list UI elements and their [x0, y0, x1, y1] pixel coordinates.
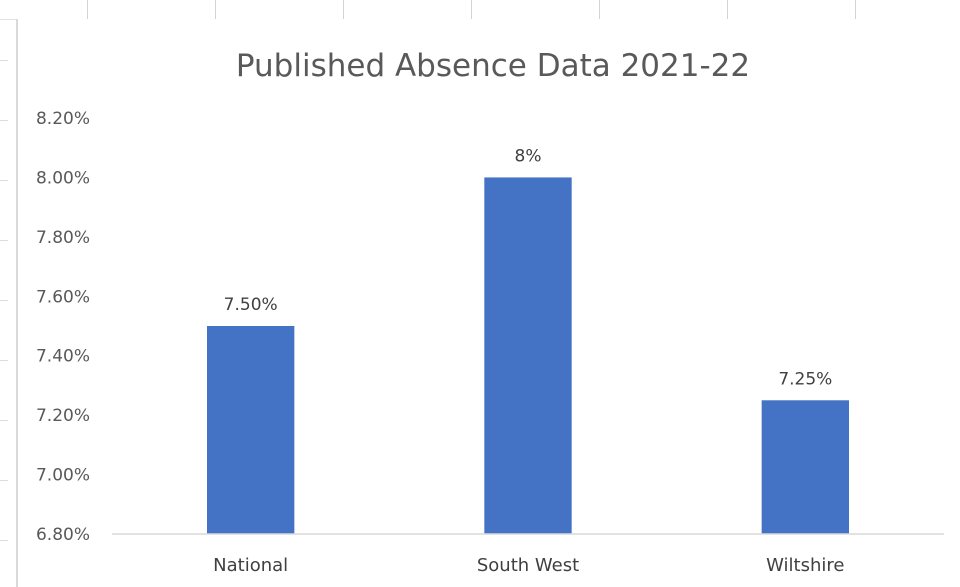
- column-divider: [343, 0, 344, 19]
- y-axis: 6.80% 7.00% 7.20% 7.40% 7.60% 7.80% 8.00% 8.20%: [36, 109, 90, 545]
- column-divider: [215, 0, 216, 19]
- x-tick-label: South West: [477, 555, 579, 576]
- x-tick-label: Wiltshire: [766, 555, 844, 576]
- x-tick-label: National: [213, 555, 288, 576]
- y-tick-label: 7.40%: [36, 347, 90, 367]
- bars: 7.50% 8% 7.25%: [206, 146, 850, 534]
- chart-title: Published Absence Data 2021-22: [236, 48, 750, 84]
- column-divider: [599, 0, 600, 19]
- y-tick-label: 7.80%: [36, 228, 90, 248]
- column-divider: [87, 0, 88, 19]
- row-divider: [0, 480, 8, 481]
- bar: [761, 400, 850, 534]
- row-divider: [0, 420, 8, 421]
- column-divider: [471, 0, 472, 19]
- row-divider: [0, 360, 8, 361]
- y-tick-label: 7.20%: [36, 406, 90, 426]
- bar: [484, 177, 572, 534]
- x-axis: National South West Wiltshire: [112, 533, 944, 576]
- y-tick-label: 6.80%: [36, 525, 90, 545]
- y-tick-label: 8.00%: [36, 168, 90, 188]
- row-divider: [0, 120, 8, 121]
- data-label: 8%: [515, 146, 542, 166]
- y-tick-label: 7.00%: [36, 466, 90, 486]
- row-divider: [0, 300, 8, 301]
- column-divider: [855, 0, 856, 19]
- data-label: 7.25%: [778, 369, 832, 389]
- row-divider: [0, 60, 8, 61]
- column-divider: [727, 0, 728, 19]
- data-label: 7.50%: [224, 295, 278, 315]
- row-divider: [0, 180, 8, 181]
- row-divider: [0, 240, 8, 241]
- y-tick-label: 8.20%: [36, 109, 90, 129]
- bar: [206, 326, 295, 534]
- row-divider: [0, 540, 8, 541]
- y-tick-label: 7.60%: [36, 287, 90, 307]
